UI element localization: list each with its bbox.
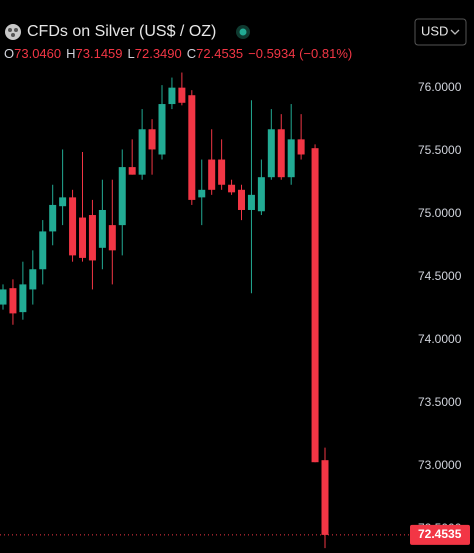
candle-body <box>98 209 106 248</box>
status-dot <box>239 28 247 36</box>
candle-body <box>228 184 236 193</box>
candle-body <box>19 284 27 313</box>
candle-body <box>158 104 166 155</box>
y-tick-label: 74.0000 <box>418 332 462 346</box>
ohlc-header: O73.0460 H73.1459 L72.3490 C72.4535 −0.5934 … <box>4 46 352 61</box>
candle-body <box>208 159 216 190</box>
candle-body <box>277 129 285 178</box>
candle-body <box>29 269 37 290</box>
candle-body <box>238 189 245 210</box>
y-tick-label: 73.5000 <box>418 395 462 409</box>
candle-body <box>267 129 275 178</box>
dropdown-arrow <box>450 29 460 35</box>
ohlc-key: C <box>187 46 196 61</box>
candle-body <box>247 194 255 210</box>
candle-body <box>88 215 96 261</box>
ohlc-value: 72.4535 <box>196 46 243 61</box>
candle-body <box>287 139 295 178</box>
ohlc-value: 73.0460 <box>14 46 61 61</box>
currency-label[interactable]: USD <box>421 23 448 38</box>
candle-body <box>297 139 305 155</box>
candle-body <box>79 217 86 258</box>
candle-body <box>218 159 226 185</box>
candle-body <box>321 460 329 535</box>
candle-body <box>168 87 176 105</box>
candle-body <box>178 87 186 103</box>
candle-body <box>118 167 126 226</box>
currency-button[interactable] <box>414 18 467 46</box>
candle-body <box>148 129 156 150</box>
candle-body <box>59 197 67 207</box>
y-tick-label: 75.0000 <box>418 206 462 220</box>
ohlc-key: H <box>66 46 75 61</box>
y-tick-label: 75.5000 <box>418 143 462 157</box>
last-price-label: 72.4535 <box>418 527 462 541</box>
candle-body <box>257 177 265 212</box>
candle-body <box>9 288 17 314</box>
chart-title: CFDs on Silver (US$ / OZ) <box>27 23 216 40</box>
last-price-tag <box>410 524 470 545</box>
candle-body <box>108 225 116 251</box>
y-tick-label: 73.0000 <box>418 458 462 472</box>
symbol-icon <box>5 24 21 40</box>
ohlc-key: L <box>128 46 135 61</box>
candle-body <box>0 289 7 305</box>
candle-body <box>39 231 47 270</box>
change: −0.5934 (−0.81%) <box>248 46 352 61</box>
y-tick-label: 74.5000 <box>418 269 462 283</box>
ohlc-key: O <box>4 46 14 61</box>
ohlc-value: 72.3490 <box>135 46 182 61</box>
candle-body <box>311 148 319 463</box>
candle-body <box>69 197 77 256</box>
candle-body <box>128 167 136 175</box>
candle-body <box>49 204 57 232</box>
candle-body <box>138 129 146 175</box>
ohlc-value: 73.1459 <box>76 46 123 61</box>
y-tick-label: 76.0000 <box>418 80 462 94</box>
candle-body <box>188 95 196 200</box>
candle-body <box>198 189 206 198</box>
